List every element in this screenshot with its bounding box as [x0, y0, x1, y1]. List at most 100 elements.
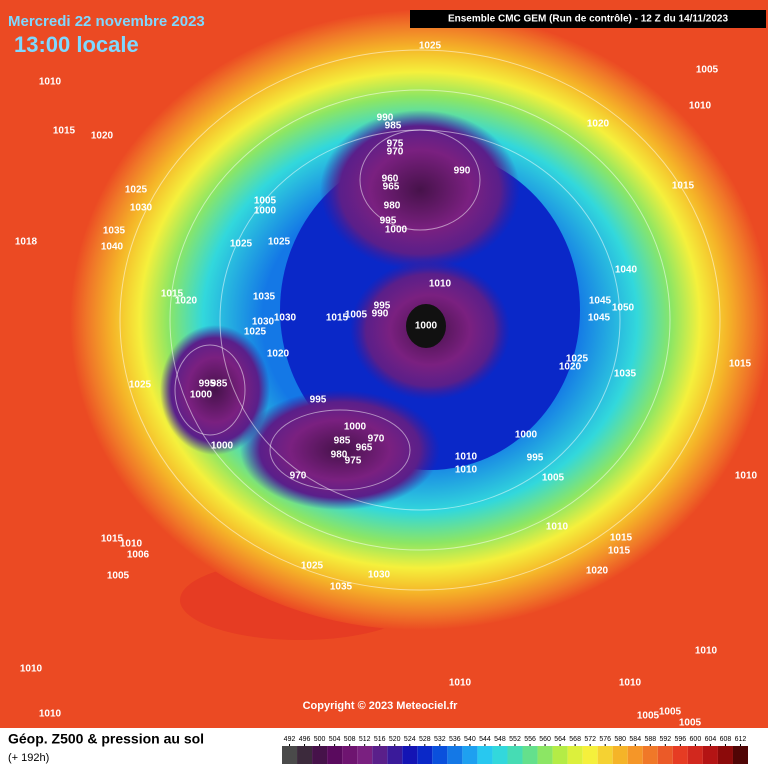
low: [160, 325, 270, 455]
isobar-label: 1035: [330, 582, 353, 593]
low-core: [406, 304, 446, 348]
isobar-label: 1018: [15, 237, 38, 248]
isobar-label: 1025: [129, 380, 152, 391]
colorbar-label: 588: [644, 736, 656, 743]
isobar-label: 1010: [735, 471, 758, 482]
colorbar-cell: [717, 746, 733, 764]
isobar-label: 1005: [637, 711, 660, 722]
colorbar-cell: [372, 746, 388, 764]
colorbar-label: 564: [554, 736, 566, 743]
isobar-label: 1030: [130, 203, 153, 214]
copyright: Copyright © 2023 Meteociel.fr: [303, 700, 459, 712]
isobar-label: 1015: [610, 533, 633, 544]
isobar-label: 1020: [587, 119, 610, 130]
colorbar-label: 544: [479, 736, 491, 743]
isobar-label: 1025: [244, 327, 267, 338]
isobar-label: 1020: [586, 566, 609, 577]
colorbar-label: 596: [675, 736, 687, 743]
colorbar-label: 592: [659, 736, 671, 743]
isobar-label: 1015: [326, 313, 349, 324]
colorbar-label: 536: [449, 736, 461, 743]
isobar-label: 965: [383, 182, 400, 193]
isobar-label: 1005: [345, 310, 368, 321]
model-box: [410, 10, 766, 28]
colorbar-label: 568: [569, 736, 581, 743]
isobar-label: 1030: [368, 570, 391, 581]
isobar-label: 990: [372, 309, 389, 320]
colorbar-label: 520: [389, 736, 401, 743]
isobar-label: 1015: [729, 359, 752, 370]
colorbar-cell: [312, 746, 328, 764]
colorbar-cell: [507, 746, 523, 764]
isobar-label: 1015: [672, 181, 695, 192]
colorbar-label: 492: [284, 736, 296, 743]
isobar-label: 1015: [53, 126, 76, 137]
colorbar-label: 600: [690, 736, 702, 743]
isobar-label: 1040: [615, 265, 638, 276]
isobar-label: 1010: [619, 678, 642, 689]
colorbar-label: 540: [464, 736, 476, 743]
isobar-label: 1030: [252, 317, 275, 328]
isobar-label: 970: [387, 147, 404, 158]
isobar-label: 1020: [91, 131, 114, 142]
isobar-label: 995: [380, 216, 397, 227]
colorbar-cell: [597, 746, 613, 764]
colorbar-label: 500: [314, 736, 326, 743]
footer-subtitle: (+ 192h): [8, 752, 49, 764]
isobar-label: 980: [384, 201, 401, 212]
isobar-label: 1010: [120, 539, 143, 550]
model: Ensemble CMC GEM (Run de contrôle) - 12 …: [448, 14, 729, 25]
colorbar-label: 524: [404, 736, 416, 743]
colorbar-label: 572: [584, 736, 596, 743]
isobar-label: 1020: [175, 296, 198, 307]
isobar-label: 1010: [429, 279, 452, 290]
isobar-label: 1035: [103, 226, 126, 237]
isobar-label: 1010: [39, 77, 62, 88]
isobar-label: 975: [387, 139, 404, 150]
colorbar-cell: [417, 746, 433, 764]
colorbar-label: 560: [539, 736, 551, 743]
isobar-label: 995: [310, 395, 327, 406]
isobar-label: 970: [368, 434, 385, 445]
isobar-label: 1010: [695, 646, 718, 657]
colorbar-label: 508: [344, 736, 356, 743]
isobar-label: 990: [454, 166, 471, 177]
isobar-label: 1000: [415, 321, 438, 332]
isobar-label: 980: [331, 450, 348, 461]
isobar-label: 1040: [101, 242, 124, 253]
isobar-label: 1000: [385, 225, 408, 236]
isobar-label: 985: [334, 436, 351, 447]
isobar-label: 1015: [608, 546, 631, 557]
colorbar-cell: [657, 746, 673, 764]
isobar-label: 985: [385, 121, 402, 132]
colorbar-cell: [492, 746, 508, 764]
isobar-label: 1005: [679, 718, 702, 729]
colorbar-label: 576: [599, 736, 611, 743]
isobar-label: 1035: [614, 369, 637, 380]
colorbar-cell: [357, 746, 373, 764]
colorbar: 492 496 500 504 508 512 516 520 524 528 532 536 540 5…: [282, 736, 748, 764]
isobar-label: 1010: [546, 522, 569, 533]
isobar-label: 1045: [589, 296, 612, 307]
isobar-label: 1010: [39, 709, 62, 720]
colorbar-cell: [627, 746, 643, 764]
colorbar-cell: [282, 746, 298, 764]
isobar-label: 1010: [449, 678, 472, 689]
colorbar-cell: [642, 746, 658, 764]
colorbar-cell: [297, 746, 313, 764]
colorbar-label: 528: [419, 736, 431, 743]
isobar-label: 1010: [20, 664, 43, 675]
isobar-label: 970: [290, 471, 307, 482]
isobar-label: 1005: [659, 707, 682, 718]
isobar-label: 1005: [107, 571, 130, 582]
isobar-label: 995: [374, 301, 391, 312]
isobar-label: 1000: [254, 206, 277, 217]
isobar-label: 1010: [455, 465, 478, 476]
low: [240, 390, 440, 510]
isobar-label: 1025: [230, 239, 253, 250]
colorbar-label: 584: [629, 736, 641, 743]
colorbar-label: 552: [509, 736, 521, 743]
isobar-label: 1015: [161, 289, 184, 300]
